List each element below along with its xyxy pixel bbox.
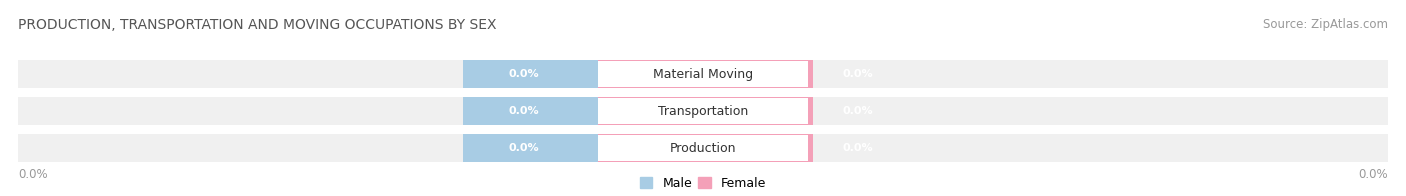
FancyBboxPatch shape — [598, 61, 808, 87]
Text: 0.0%: 0.0% — [1358, 168, 1388, 181]
Text: Production: Production — [669, 142, 737, 154]
Text: Source: ZipAtlas.com: Source: ZipAtlas.com — [1263, 18, 1388, 31]
Text: 0.0%: 0.0% — [18, 168, 48, 181]
Legend: Male, Female: Male, Female — [640, 177, 766, 190]
FancyBboxPatch shape — [598, 60, 813, 88]
FancyBboxPatch shape — [18, 97, 1388, 125]
Text: 0.0%: 0.0% — [842, 143, 873, 153]
Text: Material Moving: Material Moving — [652, 67, 754, 81]
Text: Transportation: Transportation — [658, 104, 748, 117]
Text: 0.0%: 0.0% — [509, 69, 538, 79]
FancyBboxPatch shape — [598, 98, 808, 124]
FancyBboxPatch shape — [18, 134, 1388, 162]
FancyBboxPatch shape — [598, 97, 813, 125]
FancyBboxPatch shape — [598, 134, 813, 162]
FancyBboxPatch shape — [463, 97, 703, 125]
FancyBboxPatch shape — [18, 60, 1388, 88]
FancyBboxPatch shape — [463, 60, 703, 88]
Text: 0.0%: 0.0% — [842, 69, 873, 79]
Text: 0.0%: 0.0% — [509, 106, 538, 116]
FancyBboxPatch shape — [463, 134, 703, 162]
FancyBboxPatch shape — [598, 135, 808, 161]
Text: PRODUCTION, TRANSPORTATION AND MOVING OCCUPATIONS BY SEX: PRODUCTION, TRANSPORTATION AND MOVING OC… — [18, 18, 496, 32]
Text: 0.0%: 0.0% — [842, 106, 873, 116]
Text: 0.0%: 0.0% — [509, 143, 538, 153]
